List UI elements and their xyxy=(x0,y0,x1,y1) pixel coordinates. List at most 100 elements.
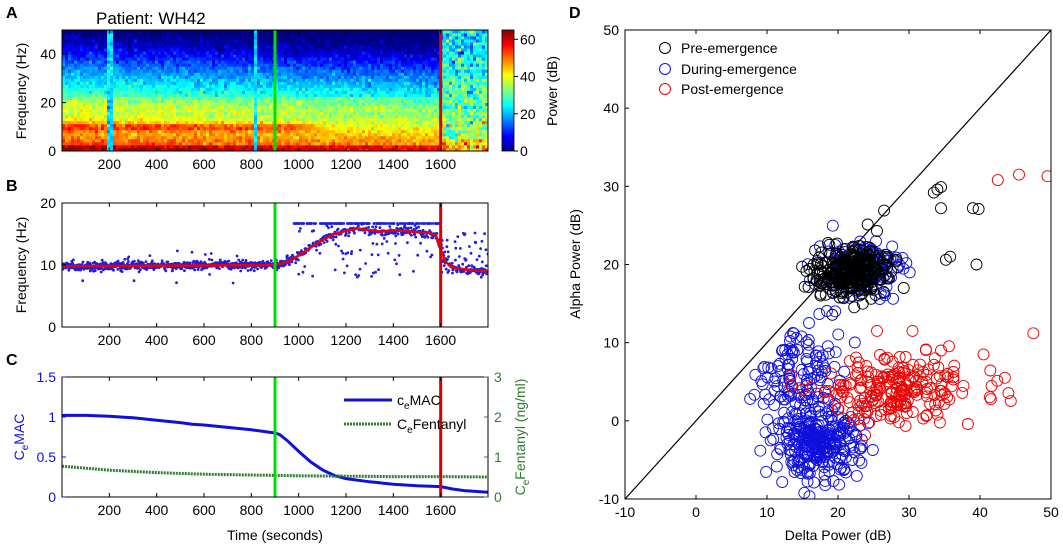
spectrogram-cell xyxy=(65,30,69,34)
spectrogram-cell xyxy=(392,102,396,107)
spectrogram-cell xyxy=(377,69,381,73)
spectrogram-cell xyxy=(137,96,141,100)
spectrogram-cell xyxy=(143,84,147,88)
spectrogram-cell xyxy=(116,60,120,64)
spectrogram-cell xyxy=(65,108,69,113)
spectrogram-cell xyxy=(308,69,312,73)
spectrogram-cell xyxy=(317,105,321,110)
spectrogram-cell xyxy=(119,93,123,97)
spectrogram-cell xyxy=(113,78,117,82)
spectrogram-cell xyxy=(344,117,348,122)
spectrogram-cell xyxy=(155,102,159,107)
spectrogram-cell xyxy=(269,93,273,97)
spectrogram-cell xyxy=(140,51,144,55)
spectrogram-cell xyxy=(401,99,405,103)
spectrogram-cell xyxy=(395,48,399,52)
spectrogram-cell xyxy=(347,33,351,37)
spectrogram-cell xyxy=(167,129,171,134)
spectrogram-cell xyxy=(221,105,225,110)
spectrogram-cell xyxy=(374,102,378,107)
spectrogram-cell xyxy=(269,120,273,125)
spectrogram-cell xyxy=(161,63,165,67)
spectrogram-cell xyxy=(185,114,189,119)
spectrogram-cell xyxy=(293,45,297,49)
spectrogram-cell xyxy=(236,114,240,119)
spectrogram-cell xyxy=(119,30,123,34)
spectrogram-cell xyxy=(110,144,114,149)
spectrogram-cell xyxy=(158,102,162,107)
spectrogram-cell xyxy=(365,45,369,49)
spectrogram-cell xyxy=(155,72,159,76)
spectrogram-cell xyxy=(368,144,372,149)
spectrogram-cell xyxy=(299,129,303,134)
spectrogram-cell xyxy=(362,147,366,151)
spectrogram-cell xyxy=(281,117,285,122)
spectrogram-cell xyxy=(185,81,189,85)
spectrogram-cell xyxy=(188,30,192,34)
spectrogram-cell xyxy=(386,90,390,94)
spectrogram-cell xyxy=(428,147,432,151)
spectrogram-cell xyxy=(131,87,135,91)
spectrogram-cell xyxy=(398,84,402,88)
spectrogram-cell xyxy=(365,30,369,34)
spectrogram-cell xyxy=(227,135,231,140)
spectrogram-cell xyxy=(104,87,108,91)
spectrogram-cell xyxy=(185,87,189,91)
spectrogram-cell xyxy=(374,147,378,151)
spectrogram-cell xyxy=(278,90,282,94)
spectrogram-cell xyxy=(212,72,216,76)
spectrogram-cell xyxy=(338,132,342,137)
spectrogram-cell xyxy=(341,120,345,125)
spectrogram-cell xyxy=(122,99,126,103)
spectrogram-cell xyxy=(182,126,186,131)
spectrogram-cell xyxy=(119,39,123,43)
spectrogram-cell xyxy=(281,51,285,55)
spectrogram-cell xyxy=(209,123,213,128)
spectrogram-cell xyxy=(275,102,279,107)
spectrogram-cell xyxy=(74,138,78,143)
spectrogram-cell xyxy=(332,105,336,110)
spectrogram-cell xyxy=(236,57,240,61)
spectrogram-cell xyxy=(161,93,165,97)
spectrogram-cell xyxy=(230,132,234,137)
spectrogram-cell xyxy=(83,60,87,64)
spectrogram-cell xyxy=(326,105,330,110)
spectrogram-cell xyxy=(371,117,375,122)
spectrogram-cell xyxy=(326,123,330,128)
spectrogram-cell xyxy=(404,66,408,70)
spectrogram-cell xyxy=(227,57,231,61)
spectrogram-cell xyxy=(311,105,315,110)
spectrogram-cell xyxy=(65,33,69,37)
spectrogram-cell xyxy=(170,123,174,128)
spectrogram-cell xyxy=(419,60,423,64)
spectrogram-cell xyxy=(98,42,102,46)
spectrogram-cell xyxy=(140,66,144,70)
spectrogram-cell xyxy=(359,69,363,73)
spectrogram-cell xyxy=(74,45,78,49)
spectrogram-cell xyxy=(95,102,99,107)
spectrogram-cell xyxy=(149,60,153,64)
spectrogram-cell xyxy=(380,54,384,58)
spectrogram-cell xyxy=(416,72,420,76)
spectrogram-cell xyxy=(227,51,231,55)
spectrogram-cell xyxy=(314,120,318,125)
spectrogram-cell xyxy=(410,33,414,37)
spectrogram-cell xyxy=(311,30,315,34)
spectrogram-cell xyxy=(380,147,384,151)
spectrogram-cell xyxy=(101,45,105,49)
spectrogram-cell xyxy=(347,78,351,82)
spectrogram-cell xyxy=(344,126,348,131)
spectrogram-cell xyxy=(176,99,180,103)
spectrogram-cell xyxy=(380,129,384,134)
spectrogram-cell xyxy=(203,111,207,116)
spectrogram-cell xyxy=(332,60,336,64)
spectrogram-cell xyxy=(125,117,129,122)
spectrogram-cell xyxy=(416,75,420,79)
spectrogram-cell xyxy=(335,75,339,79)
spectrogram-cell xyxy=(377,144,381,149)
spectrogram-cell xyxy=(296,126,300,131)
spectrogram-cell xyxy=(224,126,228,131)
spectrogram-cell xyxy=(116,75,120,79)
spectrogram-cell xyxy=(65,57,69,61)
spectrogram-cell xyxy=(110,72,114,76)
